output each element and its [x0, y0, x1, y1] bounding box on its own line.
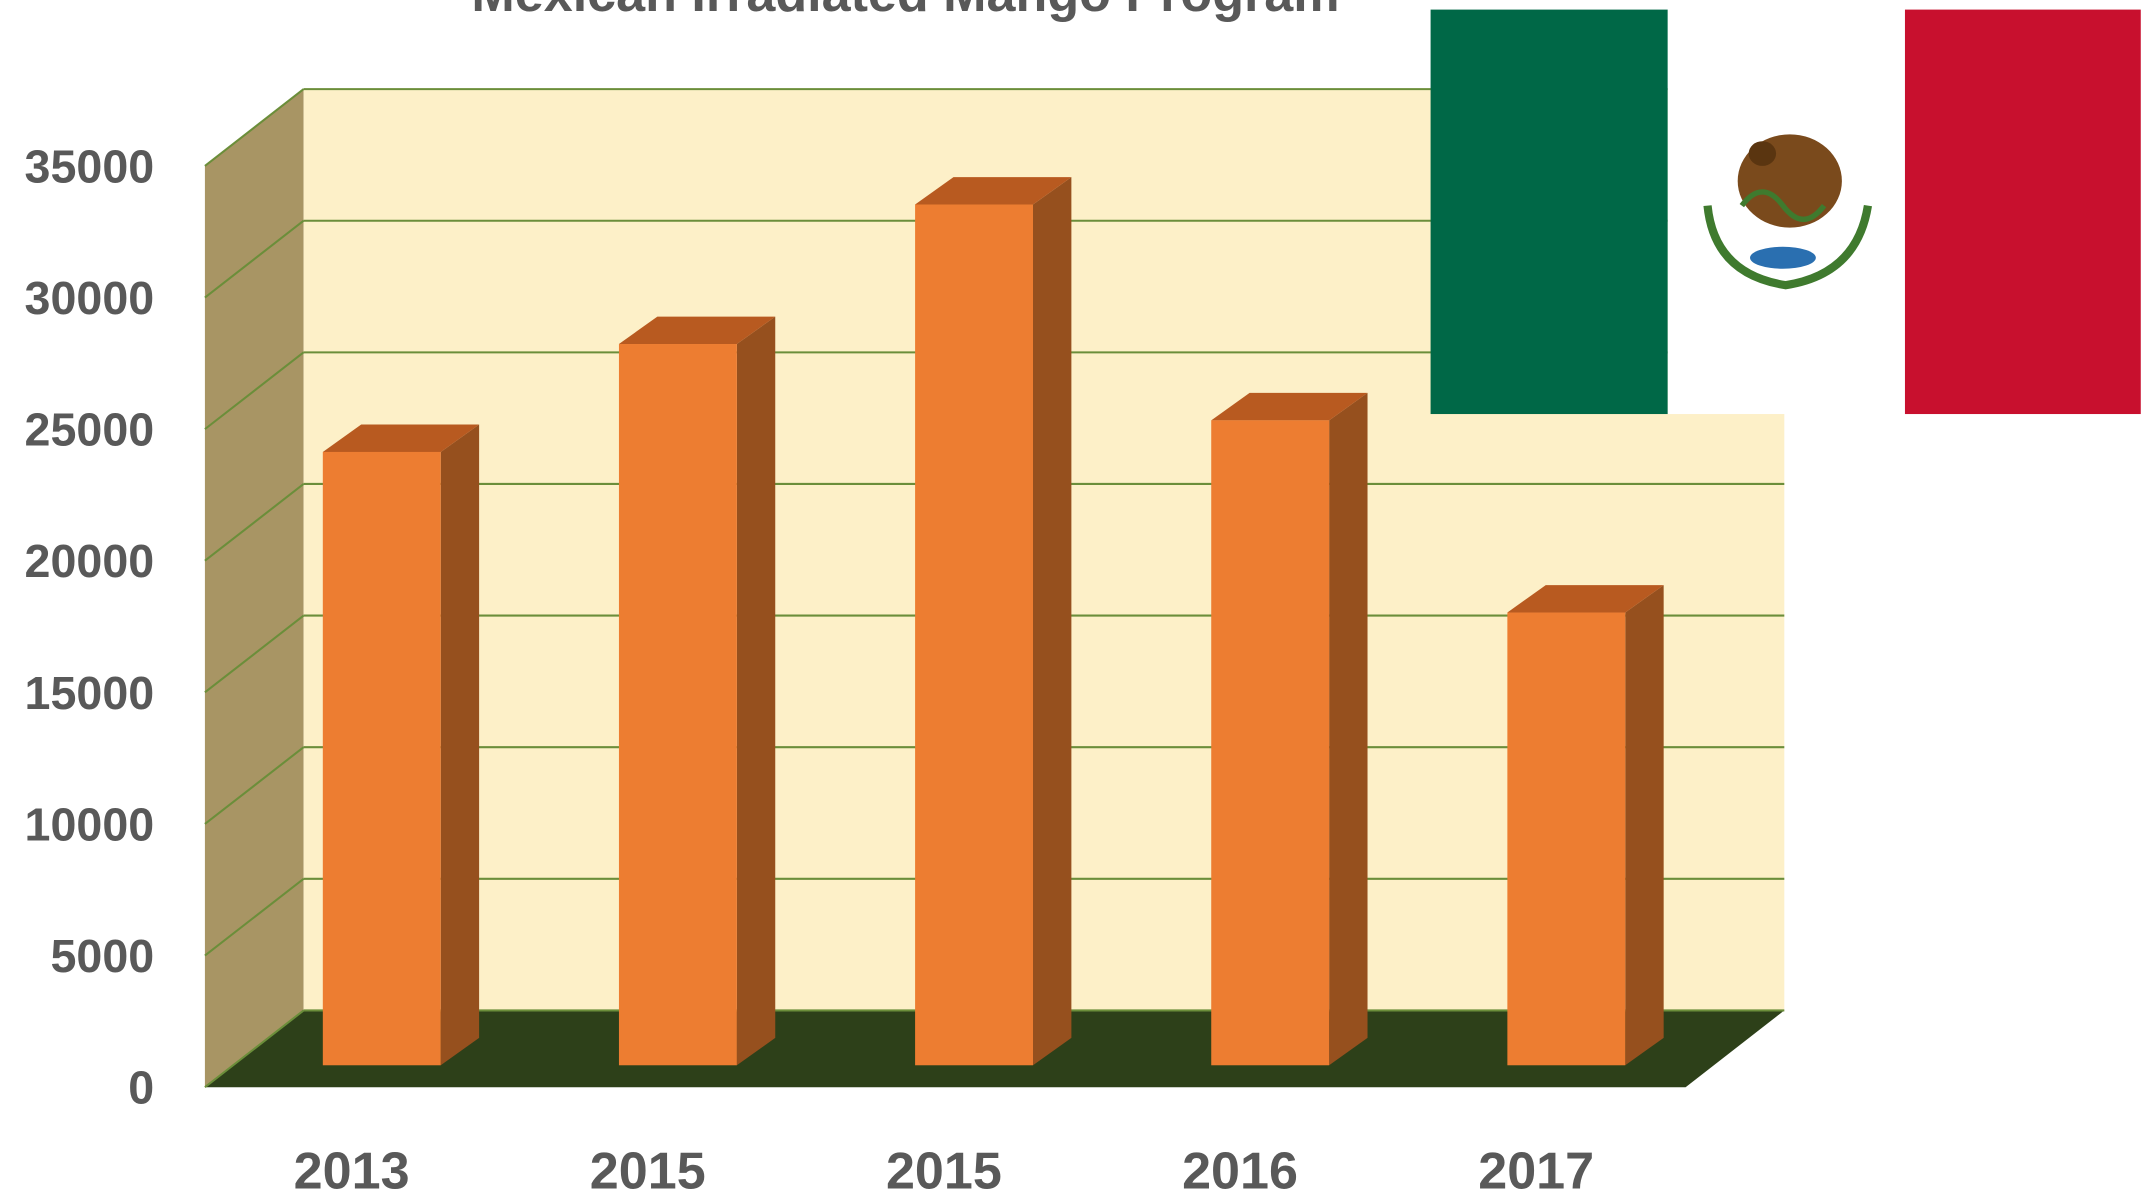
grid-line-side [204, 483, 305, 562]
grid-line-side [204, 614, 305, 694]
bar [322, 451, 441, 1066]
x-tick-label: 2017 [1478, 1143, 1594, 1201]
bar-side [440, 424, 480, 1066]
x-tick-label: 2013 [294, 1143, 410, 1201]
side-wall [204, 89, 304, 1088]
bar-side [1625, 585, 1664, 1066]
flag-red [1904, 9, 2141, 415]
bar [915, 204, 1033, 1066]
bar-side [1032, 177, 1072, 1066]
x-tick-label: 2015 [886, 1143, 1002, 1201]
grid-line-side [204, 878, 305, 957]
bar-top [1211, 392, 1368, 421]
bar-top [915, 177, 1072, 205]
bar [1507, 612, 1626, 1066]
x-tick-label: 2015 [590, 1143, 706, 1201]
y-tick-label: 15000 [25, 667, 155, 719]
y-tick-label: 5000 [50, 930, 154, 982]
grid-line-side [204, 219, 305, 299]
grid-line-side [204, 88, 305, 167]
y-tick-label: 0 [128, 1062, 154, 1114]
grid-line-side [204, 746, 305, 825]
bar [618, 344, 737, 1066]
y-tick-label: 25000 [25, 404, 155, 456]
bar-top [618, 316, 776, 345]
bars [322, 177, 1664, 1066]
flag [1430, 9, 2141, 415]
flag-emblem [1703, 134, 1873, 290]
chart-title: Mexican Irradiated Mango Program [471, 0, 1339, 23]
y-tick-label: 10000 [25, 798, 155, 850]
y-tick-label: 20000 [25, 535, 155, 587]
bar-side [1329, 392, 1368, 1066]
bar-side [736, 316, 776, 1066]
bar-top [1507, 585, 1664, 613]
flag-green [1430, 9, 1668, 415]
grid-line-side [204, 1009, 305, 1089]
bar [1211, 420, 1330, 1066]
y-tick-label: 30000 [25, 272, 155, 324]
grid-line-side [204, 351, 305, 430]
x-tick-label: 2016 [1182, 1143, 1298, 1201]
y-tick-label: 35000 [25, 140, 155, 192]
bar-top [322, 424, 480, 452]
